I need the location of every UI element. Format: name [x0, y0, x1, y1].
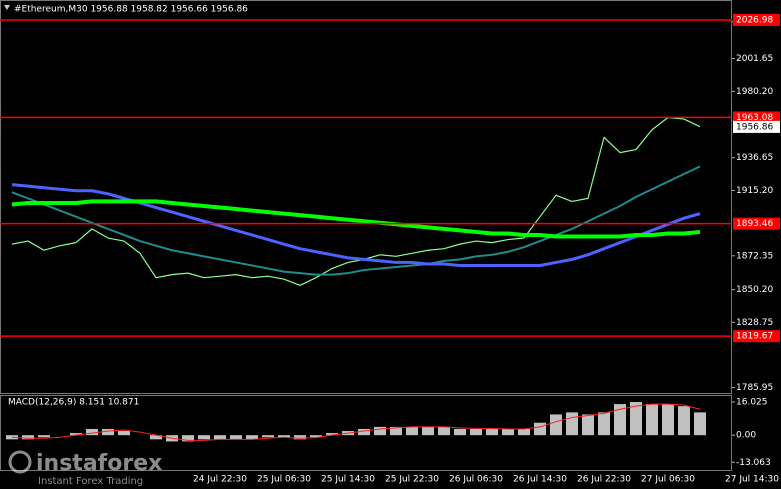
macd-bar	[566, 412, 578, 436]
level-label: 1963.08	[736, 113, 773, 123]
macd-bar	[214, 435, 226, 440]
price-line	[11, 183, 701, 267]
macd-bar	[422, 426, 434, 436]
y-tick-label: 1828.75	[736, 318, 773, 328]
macd-bar	[358, 428, 370, 436]
macd-title: MACD(12,26,9) 8.151 10.871	[8, 398, 139, 408]
y-tick-label: 1936.65	[736, 153, 773, 163]
chart-title: #Ethereum,M30 1956.88 1958.82 1956.66 19…	[14, 5, 248, 15]
y-tick-label: 2001.65	[736, 54, 773, 64]
macd-bar	[550, 414, 562, 436]
macd-bar	[230, 435, 242, 440]
macd-bar	[502, 428, 514, 436]
macd-bar	[486, 428, 498, 436]
macd-bar	[278, 435, 290, 438]
x-tick-label: 27 Jul 06:30	[641, 475, 695, 485]
watermark: instaforex Instant Forex Trading	[8, 450, 162, 487]
level-label: 1893.46	[736, 219, 773, 229]
macd-bar	[246, 435, 258, 440]
macd-bar	[518, 428, 530, 436]
macd-bar	[406, 426, 418, 436]
x-tick-label: 27 Jul 14:30	[725, 475, 779, 485]
macd-bar	[102, 428, 114, 436]
macd-bar	[390, 426, 402, 436]
macd-bar	[326, 433, 338, 436]
price-line	[11, 165, 701, 276]
macd-bar	[454, 428, 466, 436]
x-tick-label: 24 Jul 22:30	[193, 475, 247, 485]
y-tick-label: 16.025	[736, 397, 768, 407]
watermark-tagline: Instant Forex Trading	[38, 476, 143, 487]
level-box	[733, 13, 780, 26]
macd-bar	[438, 426, 450, 436]
macd-bar	[262, 435, 274, 438]
signal-line	[11, 403, 701, 441]
macd-bar	[694, 412, 706, 436]
current-price-label: 1956.86	[736, 122, 773, 132]
y-tick-label: 1980.20	[736, 87, 773, 97]
x-tick-label: 26 Jul 06:30	[449, 475, 503, 485]
level-box	[733, 217, 780, 230]
macd-bar	[662, 404, 674, 436]
current-price-box	[733, 120, 780, 133]
y-tick-label: 1872.35	[736, 251, 773, 261]
macd-bar	[374, 426, 386, 436]
level-box	[733, 111, 780, 124]
macd-bar	[646, 404, 658, 436]
macd-bar	[150, 435, 162, 440]
macd-bar	[86, 428, 98, 436]
macd-bar	[198, 435, 210, 440]
x-tick-label: 25 Jul 06:30	[257, 475, 311, 485]
main-pane-border	[0, 0, 732, 394]
macd-bar	[310, 435, 322, 438]
x-tick-label: 26 Jul 14:30	[513, 475, 567, 485]
macd-bar	[38, 435, 50, 438]
x-tick-label: 25 Jul 14:30	[321, 475, 375, 485]
level-box	[733, 330, 780, 343]
watermark-logo	[8, 450, 32, 474]
watermark-brand: instaforex	[36, 451, 162, 476]
price-line	[11, 199, 701, 239]
y-tick-label: 0.00	[736, 431, 756, 441]
price-line	[11, 116, 701, 286]
level-label: 2026.98	[736, 15, 773, 25]
macd-bar	[182, 435, 194, 442]
symbol-icon	[4, 5, 10, 10]
macd-bar	[294, 435, 306, 440]
x-tick-label: 26 Jul 22:30	[577, 475, 631, 485]
macd-bar	[470, 428, 482, 436]
macd-bar	[22, 435, 34, 440]
macd-bar	[70, 433, 82, 436]
macd-bar	[118, 431, 130, 436]
x-tick-label: 25 Jul 22:30	[385, 475, 439, 485]
macd-bar	[630, 402, 642, 436]
macd-bar	[582, 414, 594, 436]
y-tick-label: 1785.95	[736, 383, 773, 393]
y-tick-label: 1850.20	[736, 285, 773, 295]
macd-bar	[614, 404, 626, 436]
macd-pane-border	[0, 395, 732, 471]
macd-bar	[598, 412, 610, 436]
y-tick-label: -13.063	[736, 458, 771, 468]
y-tick-label: 1915.20	[736, 186, 773, 196]
macd-bar	[678, 406, 690, 436]
macd-bar	[534, 422, 546, 436]
level-label: 1819.67	[736, 332, 773, 342]
